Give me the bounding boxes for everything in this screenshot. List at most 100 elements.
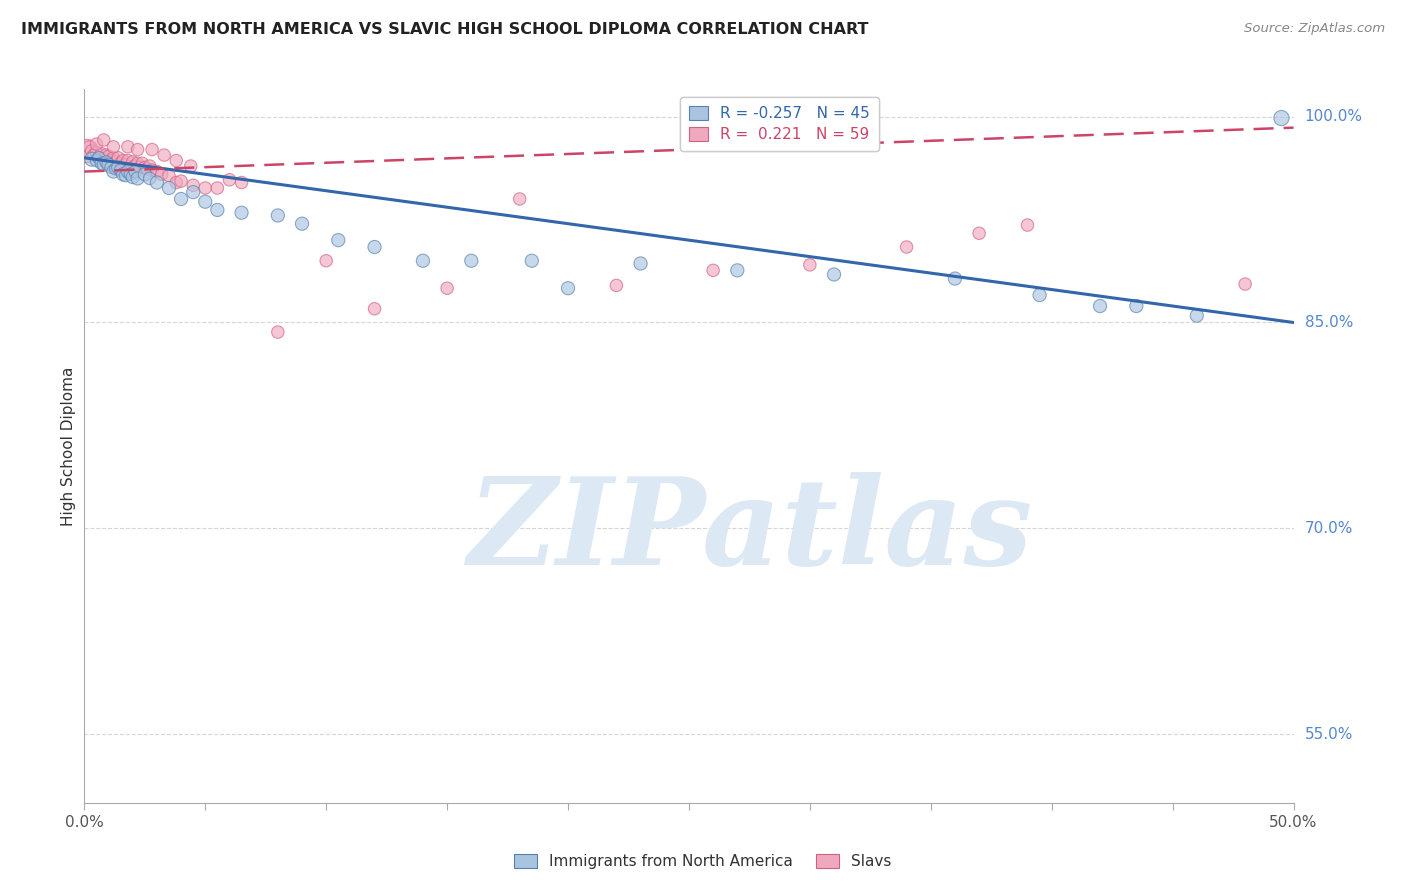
Text: 85.0%: 85.0% [1305, 315, 1353, 330]
Point [100, 161, 122, 175]
Point [231, 176, 253, 190]
Point [170, 174, 193, 188]
Text: ZIPatlas: ZIPatlas [467, 473, 1032, 591]
Point [103, 140, 125, 154]
Point [943, 271, 966, 285]
Text: IMMIGRANTS FROM NORTH AMERICA VS SLAVIC HIGH SCHOOL DIPLOMA CORRELATION CHART: IMMIGRANTS FROM NORTH AMERICA VS SLAVIC … [21, 22, 869, 37]
Point [1088, 299, 1111, 313]
Point [141, 163, 163, 178]
Point [104, 161, 127, 176]
Point [1234, 277, 1257, 291]
Legend: R = -0.257   N = 45, R =  0.221   N = 59: R = -0.257 N = 45, R = 0.221 N = 59 [681, 97, 879, 152]
Point [86, 145, 108, 160]
Point [117, 153, 139, 168]
Point [436, 281, 458, 295]
Point [93, 152, 115, 166]
Point [138, 171, 160, 186]
Point [120, 161, 142, 175]
Point [76, 144, 98, 158]
Point [90, 156, 112, 170]
Point [114, 169, 136, 183]
Point [127, 143, 149, 157]
Point [114, 158, 136, 172]
Y-axis label: High School Diploma: High School Diploma [60, 367, 76, 525]
Point [120, 167, 142, 181]
Point [557, 281, 579, 295]
Point [134, 161, 156, 175]
Point [412, 253, 434, 268]
Point [93, 133, 115, 147]
Point [80, 152, 103, 166]
Point [315, 253, 337, 268]
Point [267, 325, 290, 339]
Point [150, 167, 173, 181]
Point [180, 159, 202, 173]
Point [124, 164, 146, 178]
Point [165, 153, 187, 168]
Point [110, 156, 132, 170]
Point [87, 151, 110, 165]
Point [117, 164, 139, 178]
Point [509, 192, 531, 206]
Point [131, 156, 153, 170]
Point [103, 151, 125, 165]
Point [141, 143, 163, 157]
Point [136, 161, 159, 176]
Point [97, 158, 120, 172]
Point [823, 268, 845, 282]
Text: 100.0%: 100.0% [1305, 109, 1362, 124]
Point [134, 167, 156, 181]
Point [157, 181, 180, 195]
Point [725, 263, 748, 277]
Point [117, 140, 139, 154]
Point [107, 151, 129, 165]
Point [86, 153, 108, 168]
Point [1017, 218, 1039, 232]
Point [181, 178, 204, 193]
Point [194, 194, 217, 209]
Point [97, 149, 120, 163]
Point [103, 164, 125, 178]
Point [194, 181, 217, 195]
Point [170, 192, 193, 206]
Point [146, 164, 169, 178]
Point [86, 137, 108, 152]
Point [1028, 288, 1050, 302]
Point [153, 148, 176, 162]
Point [77, 140, 100, 154]
Point [605, 278, 627, 293]
Point [112, 167, 135, 181]
Point [112, 153, 135, 168]
Point [138, 159, 160, 173]
Point [127, 171, 149, 186]
Point [80, 144, 103, 158]
Point [129, 161, 152, 175]
Point [94, 148, 117, 162]
Point [93, 158, 115, 172]
Point [146, 176, 169, 190]
Legend: Immigrants from North America, Slavs: Immigrants from North America, Slavs [508, 848, 898, 875]
Text: 70.0%: 70.0% [1305, 521, 1353, 536]
Point [967, 227, 990, 241]
Point [107, 161, 129, 175]
Point [520, 253, 543, 268]
Point [94, 155, 117, 169]
Point [1125, 299, 1147, 313]
Point [231, 205, 253, 219]
Point [181, 185, 204, 199]
Point [218, 173, 240, 187]
Point [104, 155, 127, 169]
Point [896, 240, 918, 254]
Point [83, 148, 105, 162]
Point [363, 240, 385, 254]
Point [363, 301, 385, 316]
Point [87, 151, 110, 165]
Point [799, 258, 821, 272]
Point [157, 169, 180, 183]
Point [207, 202, 229, 217]
Point [110, 163, 132, 178]
Point [124, 159, 146, 173]
Point [207, 181, 229, 195]
Point [121, 169, 143, 184]
Point [291, 217, 314, 231]
